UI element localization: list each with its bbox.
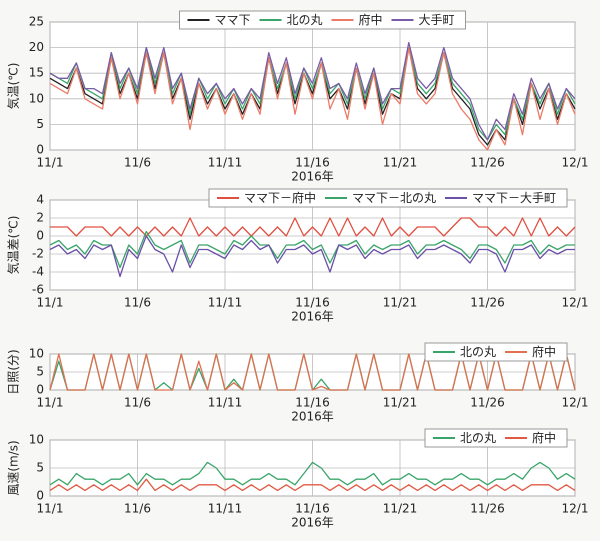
series-line (49, 353, 576, 391)
y-tick-label: -4 (32, 265, 44, 279)
series-line (49, 46, 576, 146)
series-line (49, 235, 575, 278)
x-tick-label: 11/6 (124, 396, 151, 410)
legend-label: ママ下－北の丸 (352, 191, 436, 205)
y-tick-label: 0 (36, 143, 44, 157)
x-tick-label: 11/11 (208, 156, 243, 170)
x-axis-title: 2016年 (291, 170, 334, 184)
legend-label: 府中 (359, 12, 383, 27)
legend-label: ママ下 (215, 13, 251, 27)
x-tick-label: 11/21 (383, 156, 418, 170)
y-tick-label: 5 (36, 461, 44, 475)
x-axis-title: 2016年 (291, 410, 334, 424)
series-line (49, 41, 576, 141)
x-tick-label: 11/6 (124, 502, 151, 516)
legend-label: 大手町 (419, 13, 455, 27)
legend-label: 北の丸 (287, 13, 323, 27)
legend-box (179, 10, 466, 30)
legend-label: ママ下－府中 (244, 190, 316, 205)
series-line (49, 46, 576, 151)
y-tick-label: -6 (32, 283, 44, 297)
x-tick-label: 11/21 (383, 396, 418, 410)
y-axis-title: 風速(m/s) (7, 440, 21, 495)
legend-label: 府中 (532, 430, 556, 445)
y-tick-label: 10 (29, 433, 44, 447)
x-tick-label: 11/1 (37, 156, 64, 170)
legend-label: 府中 (532, 344, 556, 359)
x-tick-label: 11/6 (124, 156, 151, 170)
x-tick-label: 11/21 (383, 502, 418, 516)
x-tick-label: 11/1 (37, 296, 64, 310)
x-tick-label: 11/16 (295, 396, 330, 410)
y-tick-label: 0 (36, 229, 44, 243)
series-line (49, 461, 576, 486)
legend-box (424, 428, 568, 448)
y-tick-label: 20 (29, 40, 44, 54)
y-tick-label: 15 (29, 66, 44, 80)
legend-label: ママ下－大手町 (472, 191, 556, 205)
y-tick-label: -2 (32, 247, 44, 261)
y-tick-label: 10 (29, 347, 44, 361)
x-tick-label: 11/1 (37, 396, 64, 410)
x-tick-label: 11/26 (470, 502, 505, 516)
x-tick-label: 12/1 (562, 296, 589, 310)
x-tick-label: 11/6 (124, 296, 151, 310)
y-axis-title: 気温(℃) (6, 63, 21, 110)
x-tick-label: 12/1 (562, 156, 589, 170)
y-axis-title: 気温差(℃) (6, 216, 21, 275)
x-tick-label: 11/11 (208, 296, 243, 310)
y-tick-label: 5 (36, 117, 44, 131)
x-tick-label: 11/21 (383, 296, 418, 310)
y-tick-label: 25 (29, 15, 44, 29)
y-tick-label: 4 (36, 193, 44, 207)
legend: ママ下 北の丸 府中 大手町 (179, 10, 466, 30)
x-tick-label: 11/26 (470, 396, 505, 410)
y-axis-title: 日照(分) (7, 349, 21, 394)
series-line (49, 478, 576, 492)
legend-label: 北の丸 (460, 431, 496, 445)
y-tick-label: 0 (36, 383, 44, 397)
series-line (49, 230, 575, 269)
x-axis-title: 2016年 (291, 310, 334, 324)
legend: 北の丸 府中 (424, 342, 568, 362)
x-tick-label: 11/11 (208, 396, 243, 410)
x-tick-label: 11/26 (470, 156, 505, 170)
x-axis-title: 2016年 (291, 516, 334, 530)
x-tick-label: 11/16 (295, 156, 330, 170)
x-tick-label: 12/1 (562, 502, 589, 516)
legend: 北の丸 府中 (424, 428, 568, 448)
legend-box (208, 188, 568, 208)
x-tick-label: 11/11 (208, 502, 243, 516)
y-tick-label: 5 (36, 365, 44, 379)
legend: ママ下－府中 ママ下－北の丸 ママ下－大手町 (208, 188, 568, 208)
x-tick-label: 11/26 (470, 296, 505, 310)
x-tick-label: 11/16 (295, 296, 330, 310)
y-tick-label: 2 (36, 211, 44, 225)
x-tick-label: 12/1 (562, 396, 589, 410)
x-tick-label: 11/1 (37, 502, 64, 516)
x-tick-label: 11/16 (295, 502, 330, 516)
legend-box (424, 342, 568, 362)
series-line (50, 217, 576, 237)
y-tick-label: 10 (29, 91, 44, 105)
legend-label: 北の丸 (460, 345, 496, 359)
y-tick-label: 0 (36, 489, 44, 503)
